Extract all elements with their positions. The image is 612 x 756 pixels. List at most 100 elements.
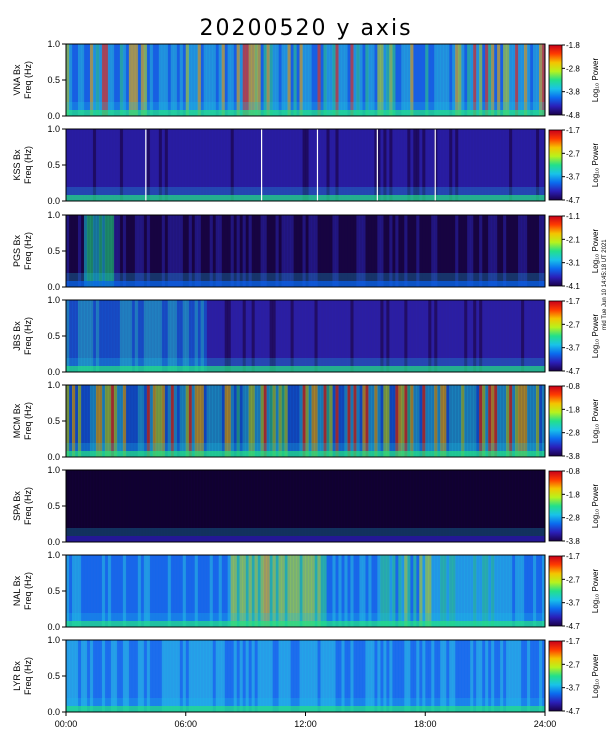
spectrogram-column: [293, 385, 297, 457]
spectrogram-column: [389, 640, 393, 712]
spectrogram-column: [338, 640, 342, 712]
spectrogram-column: [74, 385, 79, 457]
spectrogram-column: [302, 640, 306, 712]
spectrogram-column: [434, 44, 438, 116]
spectrogram-column: [116, 555, 121, 627]
spectrogram-column: [266, 215, 270, 287]
spectrogram-column: [293, 44, 297, 116]
spectrogram-column: [536, 300, 540, 372]
spectrogram-column: [188, 385, 193, 457]
x-tick-label: 06:00: [174, 719, 197, 729]
spectrogram-column: [293, 300, 297, 372]
spectrogram-column: [479, 129, 483, 201]
spectrogram-column: [488, 640, 492, 712]
spectrogram-column: [170, 640, 175, 712]
colorbar-tick-label: -4.7: [566, 196, 580, 205]
spectrogram-column: [182, 44, 187, 116]
spectrogram-column: [152, 300, 157, 372]
spectrogram-column: [374, 300, 378, 372]
spectrogram-column: [473, 385, 477, 457]
spectrogram-column: [482, 385, 486, 457]
spectrogram-column: [353, 300, 357, 372]
spectrogram-column: [443, 470, 447, 542]
spectrogram-column: [491, 385, 495, 457]
spectrogram-column: [350, 129, 354, 201]
spectrogram-column: [233, 215, 237, 287]
panel-kss: 1.0 0.5 0.0 KSS BxFreq (Hz) -1.7 -2.7 -3.7 -4.7…: [12, 124, 600, 206]
spectrogram-column: [500, 470, 504, 542]
y-axis-label-line: Freq (Hz): [23, 402, 33, 440]
spectrogram-column: [191, 215, 196, 287]
spectrogram-column: [263, 44, 267, 116]
spectrogram-column: [176, 385, 181, 457]
spectrogram-column: [251, 215, 255, 287]
x-tick-label: 18:00: [414, 719, 437, 729]
spectrogram-column: [458, 215, 462, 287]
spectrogram-column: [74, 300, 79, 372]
spectrogram-column: [386, 555, 390, 627]
spectrogram-column: [293, 640, 297, 712]
spectrogram-column: [488, 555, 492, 627]
spectrogram-column: [122, 215, 127, 287]
spectrogram-column: [428, 44, 432, 116]
spectrogram-column: [245, 470, 249, 542]
y-axis-label: MCM BxFreq (Hz): [12, 402, 33, 440]
spectrogram-column: [89, 129, 94, 201]
colorbar-tick-label: -0.8: [566, 467, 580, 476]
spectrogram-column: [179, 300, 184, 372]
spectrogram-column: [113, 555, 118, 627]
spectrogram-column: [314, 300, 318, 372]
spectrogram-column: [188, 300, 193, 372]
spectrogram-column: [416, 215, 420, 287]
spectrogram-column: [239, 385, 243, 457]
spectrogram-column: [185, 640, 190, 712]
spectrogram-column: [335, 385, 339, 457]
spectrogram-column: [413, 555, 417, 627]
spectrogram-column: [443, 215, 447, 287]
spectrogram-column: [338, 385, 342, 457]
spectrogram-column: [281, 44, 285, 116]
spectrogram-column: [137, 470, 142, 542]
spectrogram-column: [143, 300, 148, 372]
colorbar: [548, 44, 563, 116]
spectrogram-column: [137, 129, 142, 201]
spectrogram-column: [92, 555, 97, 627]
spectrogram-column: [224, 44, 228, 116]
spectrogram-column: [530, 640, 534, 712]
colorbar: [548, 385, 563, 457]
spectrogram-column: [458, 44, 462, 116]
spectrogram-column: [491, 300, 495, 372]
spectrogram-column: [503, 470, 507, 542]
spectrogram-column: [254, 385, 258, 457]
spectrogram-column: [161, 215, 166, 287]
spectrogram-column: [413, 385, 417, 457]
spectrogram-column: [350, 215, 354, 287]
spectrogram-column: [356, 555, 360, 627]
spectrogram-column: [452, 470, 456, 542]
spectrogram-column: [320, 640, 324, 712]
spectrogram-column: [503, 300, 507, 372]
spectrogram-column: [278, 44, 282, 116]
y-tick-label: 0.5: [47, 671, 60, 681]
spectrogram-column: [125, 470, 130, 542]
spectrogram-column: [350, 300, 354, 372]
spectrogram-column: [326, 300, 330, 372]
spectrogram-column: [443, 129, 447, 201]
spectrogram-column: [272, 470, 276, 542]
y-tick-label: 0.0: [47, 367, 60, 377]
colorbar-label: Log₁₀ Power: [591, 569, 600, 614]
y-axis-label-line: SPA Bx: [12, 491, 22, 521]
spectrogram-column: [128, 385, 133, 457]
spectrogram-column: [173, 555, 178, 627]
spectrogram-column: [488, 470, 492, 542]
spectrogram-column: [284, 385, 288, 457]
spectrogram-column: [419, 640, 423, 712]
spectrogram-column: [269, 555, 273, 627]
spectrogram-column: [374, 555, 378, 627]
spectrogram-column: [83, 44, 88, 116]
spectrogram-column: [521, 215, 525, 287]
spectrogram-column: [353, 555, 357, 627]
spectrogram-column: [107, 44, 112, 116]
spectrogram-column: [233, 640, 237, 712]
spectrogram-column: [458, 385, 462, 457]
